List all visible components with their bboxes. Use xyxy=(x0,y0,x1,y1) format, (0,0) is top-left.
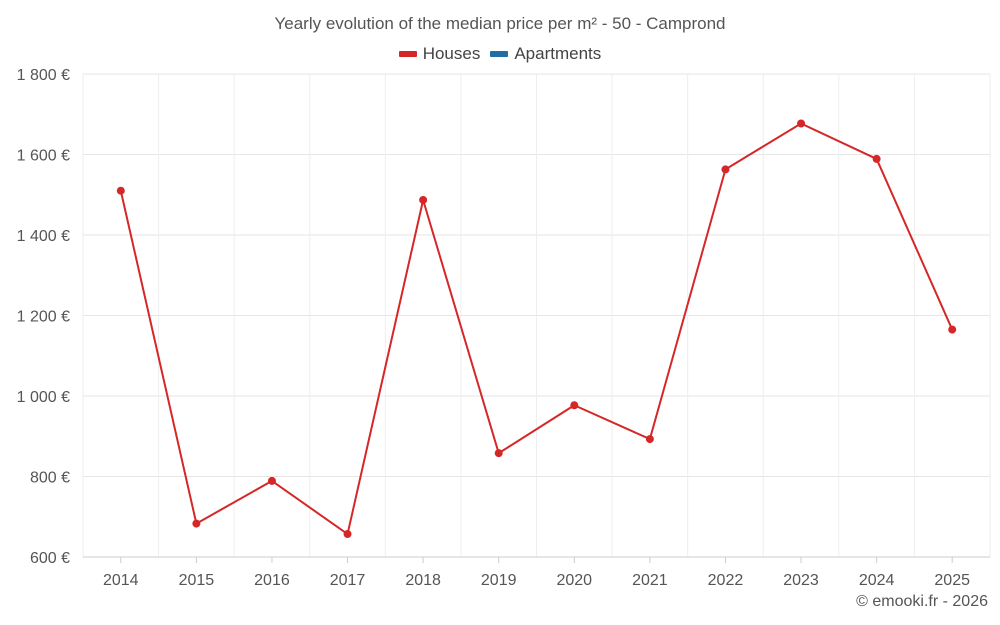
data-point-houses xyxy=(797,119,806,128)
data-point-houses xyxy=(116,186,125,195)
data-point-houses xyxy=(872,154,881,163)
data-point-houses xyxy=(948,325,957,334)
data-point-houses xyxy=(192,519,201,528)
y-tick-label: 800 € xyxy=(30,470,70,487)
data-point-houses xyxy=(343,530,352,539)
x-tick-label: 2022 xyxy=(708,572,744,589)
axes: 600 € 800 € 1 000 € 1 200 € 1 400 € 1 600 € 1 … xyxy=(17,67,990,589)
credit-text: © emooki.fr - 2026 xyxy=(856,593,988,610)
data-point-houses xyxy=(419,195,428,204)
data-point-houses xyxy=(570,401,579,410)
x-tick-label: 2014 xyxy=(103,572,139,589)
chart-legend: Houses Apartments xyxy=(0,44,1000,64)
legend-item-apartments[interactable]: Apartments xyxy=(490,44,601,64)
x-tick-label: 2019 xyxy=(481,572,517,589)
y-tick-label: 1 800 € xyxy=(17,67,70,84)
y-tick-label: 600 € xyxy=(30,550,70,567)
x-tick-label: 2018 xyxy=(405,572,441,589)
legend-label-houses: Houses xyxy=(422,44,481,63)
x-tick-label: 2025 xyxy=(934,572,970,589)
x-tick-label: 2015 xyxy=(179,572,215,589)
legend-item-houses[interactable]: Houses xyxy=(398,44,481,64)
x-tick-label: 2017 xyxy=(330,572,366,589)
y-tick-label: 1 400 € xyxy=(17,228,70,245)
legend-label-apartments: Apartments xyxy=(514,44,602,63)
y-tick-label: 1 000 € xyxy=(17,389,70,406)
x-tick-label: 2016 xyxy=(254,572,290,589)
legend-swatch-apartments xyxy=(490,51,509,57)
x-tick-label: 2023 xyxy=(783,572,819,589)
data-point-houses xyxy=(494,449,503,458)
grid-lines xyxy=(82,73,991,558)
legend-swatch-houses xyxy=(398,51,417,57)
y-tick-label: 1 200 € xyxy=(17,309,70,326)
data-point-houses xyxy=(645,435,654,444)
data-point-houses xyxy=(267,476,276,485)
x-tick-label: 2021 xyxy=(632,572,668,589)
series-layer xyxy=(116,119,957,539)
series-line-houses xyxy=(119,122,954,536)
data-point-houses xyxy=(721,165,730,174)
x-tick-label: 2020 xyxy=(556,572,592,589)
x-tick-label: 2024 xyxy=(859,572,895,589)
chart-title: Yearly evolution of the median price per… xyxy=(274,14,726,33)
y-tick-label: 1 600 € xyxy=(17,148,70,165)
